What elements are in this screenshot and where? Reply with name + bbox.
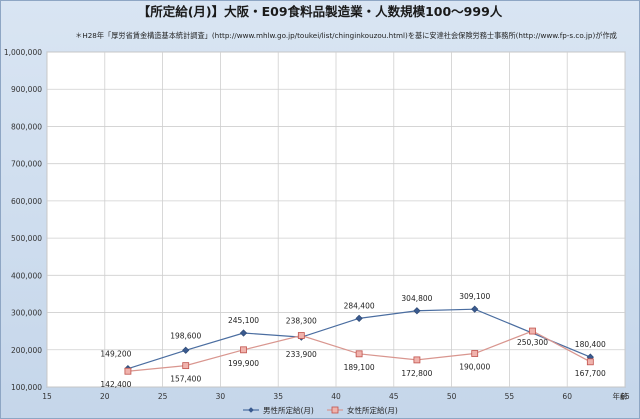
y-axis: 100,000 200,000 300,000 400,000 500,000 600,0… bbox=[4, 48, 42, 392]
data-label: 157,400 bbox=[170, 375, 201, 384]
legend-marker bbox=[248, 407, 254, 413]
data-point bbox=[297, 332, 305, 339]
x-tick-label: 25 bbox=[158, 392, 168, 401]
x-tick-label: 50 bbox=[447, 392, 457, 401]
legend: 男性所定給(月) 女性所定給(月) bbox=[243, 405, 398, 415]
x-tick-label: 45 bbox=[389, 392, 399, 401]
data-label: 189,100 bbox=[344, 363, 375, 372]
data-label: 250,300 bbox=[517, 338, 548, 347]
data-label: 190,000 bbox=[459, 363, 490, 372]
data-point bbox=[182, 362, 190, 370]
x-tick-label: 20 bbox=[100, 392, 110, 401]
data-label: 172,800 bbox=[401, 369, 432, 378]
x-axis-label: 年齢 bbox=[613, 391, 628, 401]
x-tick-label: 65 bbox=[620, 392, 630, 401]
y-tick-label: 600,000 bbox=[11, 197, 42, 206]
data-point bbox=[355, 314, 363, 322]
data-label: 309,100 bbox=[459, 292, 490, 301]
data-point bbox=[355, 350, 363, 358]
data-label: 142,400 bbox=[100, 380, 131, 389]
data-label: 180,400 bbox=[575, 340, 606, 349]
data-point bbox=[471, 305, 479, 313]
y-tick-label: 1,000,000 bbox=[4, 48, 42, 57]
data-point bbox=[124, 367, 132, 375]
data-label: 167,700 bbox=[575, 369, 606, 378]
x-tick-label: 30 bbox=[216, 392, 226, 401]
data-point bbox=[529, 327, 536, 335]
data-label: 238,300 bbox=[286, 317, 317, 326]
data-label: 198,600 bbox=[170, 331, 201, 340]
data-point bbox=[240, 346, 247, 354]
chart-title: 【所定給(月)】大阪・E09食料品製造業・人数規模100～999人 bbox=[138, 4, 503, 19]
x-tick-label: 15 bbox=[42, 392, 52, 401]
y-tick-label: 100,000 bbox=[11, 383, 42, 392]
data-label: 284,400 bbox=[344, 301, 375, 310]
data-point bbox=[471, 350, 479, 357]
y-tick-label: 700,000 bbox=[11, 160, 42, 169]
series-group bbox=[124, 305, 594, 375]
gridlines bbox=[46, 51, 626, 388]
chart-subtitle: ＊H28年「厚労省賃金構造基本統計調査」(http://www.mhlw.go.… bbox=[75, 31, 617, 40]
x-tick-label: 55 bbox=[505, 392, 515, 401]
y-tick-label: 200,000 bbox=[11, 346, 42, 355]
legend-label: 女性所定給(月) bbox=[347, 405, 398, 415]
legend-marker bbox=[331, 406, 339, 414]
data-point bbox=[239, 329, 248, 337]
y-tick-label: 500,000 bbox=[11, 234, 42, 243]
data-label: 199,900 bbox=[228, 359, 259, 368]
data-label: 245,100 bbox=[228, 316, 259, 325]
x-axis: 15 20 25 30 35 40 45 50 55 60 65 bbox=[42, 392, 630, 401]
series-line-1 bbox=[127, 308, 591, 370]
x-tick-label: 35 bbox=[273, 392, 283, 401]
data-point bbox=[586, 358, 594, 366]
y-tick-label: 900,000 bbox=[11, 85, 42, 94]
y-tick-label: 400,000 bbox=[11, 271, 42, 280]
data-point bbox=[413, 356, 421, 364]
data-label: 304,800 bbox=[401, 294, 432, 303]
data-point bbox=[182, 346, 190, 354]
y-tick-label: 300,000 bbox=[11, 309, 42, 318]
data-labels: 149,200 198,600 245,100 233,900 284,400 304,8… bbox=[100, 292, 606, 389]
x-tick-label: 40 bbox=[331, 392, 341, 401]
data-label: 233,900 bbox=[286, 350, 317, 359]
x-tick-label: 60 bbox=[562, 392, 572, 401]
legend-label: 男性所定給(月) bbox=[263, 405, 314, 415]
data-point bbox=[413, 307, 421, 315]
data-label: 149,200 bbox=[100, 350, 131, 359]
y-tick-label: 800,000 bbox=[11, 122, 42, 131]
